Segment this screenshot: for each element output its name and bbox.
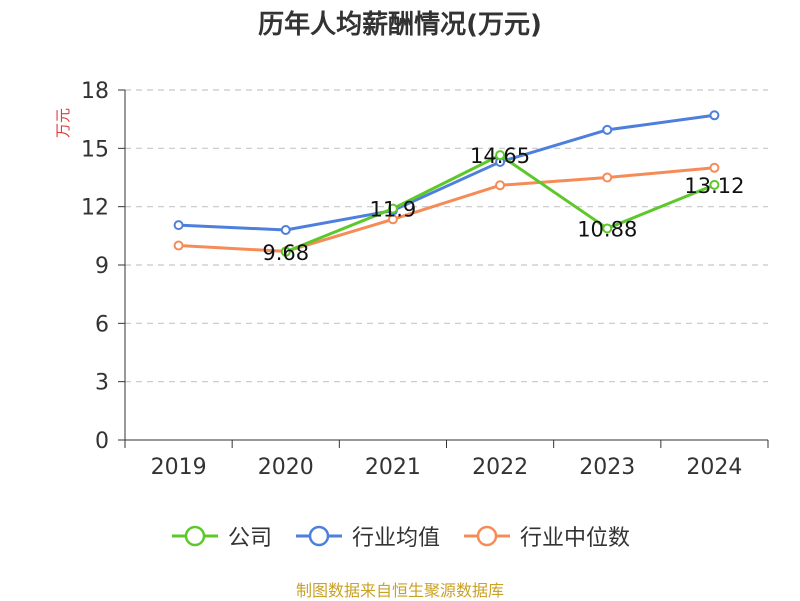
- data-point: [173, 240, 184, 251]
- data-point: [280, 225, 291, 235]
- x-tick-label: 2022: [472, 455, 528, 480]
- legend-label: 行业中位数: [520, 526, 631, 551]
- data-point: [387, 203, 398, 214]
- y-tick-label: 15: [81, 137, 109, 162]
- y-tick-label: 0: [95, 429, 109, 454]
- series-line-0: [285, 153, 715, 254]
- y-tick-label: 3: [95, 371, 109, 396]
- legend-swatch: [295, 525, 342, 547]
- x-tick-label: 2020: [258, 455, 314, 480]
- x-tick-label: 2019: [151, 455, 207, 480]
- y-tick-label: 18: [81, 79, 109, 104]
- legend: 公司 行业均值 行业中位数: [0, 520, 800, 552]
- legend-label: 行业均值: [351, 526, 440, 551]
- x-tick-label: 2024: [686, 455, 742, 480]
- data-labels: 9.68 11.9 14.65 10.88 13.12: [262, 144, 744, 265]
- legend-item[interactable]: 行业中位数: [462, 520, 630, 552]
- data-point: [709, 179, 720, 190]
- source-note: 制图数据来自恒生聚源数据库: [295, 581, 504, 600]
- data-label: 9.68: [262, 241, 309, 265]
- x-tick-label: 2023: [579, 455, 635, 480]
- series-line-1: [178, 113, 715, 232]
- data-point: [602, 223, 613, 234]
- data-point: [495, 150, 506, 161]
- legend-label: 公司: [227, 526, 272, 551]
- y-axis-label: 万元: [54, 108, 72, 138]
- legend-item[interactable]: 行业均值: [294, 520, 440, 552]
- legend-swatch: [464, 525, 510, 547]
- data-point: [709, 110, 720, 121]
- grid-lines: [125, 89, 768, 383]
- data-label: 10.88: [577, 217, 637, 241]
- data-label: 13.12: [684, 174, 744, 198]
- data-label: 11.9: [370, 198, 417, 222]
- y-tick-label: 6: [95, 312, 109, 337]
- y-tick-label: 9: [95, 254, 109, 279]
- x-tick-label: 2021: [365, 455, 421, 480]
- legend-swatch: [171, 525, 218, 547]
- chart-title: 历年人均薪酬情况(万元): [258, 10, 542, 40]
- axes: 0 3 6 9 12 15 18 2019 2020 2021 2022 2023 2024: [81, 79, 769, 480]
- legend-item[interactable]: 公司: [170, 520, 272, 552]
- data-point: [602, 172, 613, 183]
- data-point: [173, 220, 184, 231]
- data-point: [602, 124, 613, 135]
- data-point: [495, 180, 506, 191]
- y-tick-label: 12: [81, 196, 109, 221]
- data-point: [280, 246, 291, 257]
- series-lines: [173, 110, 720, 257]
- data-point: [709, 162, 720, 173]
- series-line-2: [178, 166, 715, 253]
- data-label: 14.65: [470, 144, 530, 168]
